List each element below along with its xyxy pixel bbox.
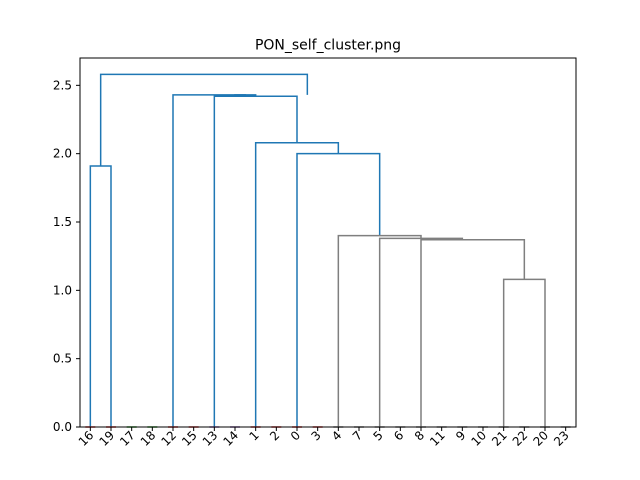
leaf-label-1: 19 [96, 428, 117, 449]
dendrogram-link-2 [172, 94, 247, 427]
dendrogram-link-0 [89, 165, 112, 427]
leaf-label-7: 14 [220, 428, 241, 449]
leaf-label-14: 5 [370, 428, 385, 443]
y-tick-label-2: 1.0 [53, 283, 72, 297]
x-axis: 16 19 17 18 12 15 13 14 1 2 0 3 4 7 5 6 8 11 9 10 21 22 20 23 [76, 427, 572, 449]
leaf-label-15: 6 [391, 428, 406, 443]
y-tick-label-4: 2.0 [53, 147, 72, 161]
leaf-label-18: 9 [453, 428, 468, 443]
leaf-label-4: 12 [158, 428, 179, 449]
leaf-label-23: 23 [551, 428, 572, 449]
dendrogram-link-9 [420, 239, 526, 427]
chart-title: PON_self_cluster.png [255, 38, 401, 54]
leaf-label-20: 21 [489, 428, 510, 449]
leaf-label-13: 7 [350, 428, 365, 443]
leaf-label-2: 17 [117, 428, 138, 449]
leaf-label-12: 4 [329, 428, 344, 443]
dendrogram-link-7 [337, 234, 422, 427]
dendrogram-link-5 [254, 141, 340, 427]
dendrogram-link-10 [502, 278, 546, 427]
y-tick-label-3: 1.5 [53, 215, 72, 229]
dendrogram-link-1 [99, 73, 309, 166]
leaf-label-22: 20 [530, 428, 551, 449]
y-tick-label-1: 0.5 [53, 352, 72, 366]
plot-frame [79, 57, 577, 428]
leaf-label-9: 2 [267, 428, 282, 443]
leaf-label-8: 1 [246, 428, 261, 443]
leaf-label-21: 22 [510, 428, 531, 449]
dendrogram-link-6 [296, 152, 381, 427]
y-tick-label-0: 0.0 [53, 420, 72, 434]
leaf-label-19: 10 [468, 428, 489, 449]
leaf-label-5: 15 [179, 428, 200, 449]
leaf-label-6: 13 [200, 428, 221, 449]
leaf-label-0: 16 [76, 428, 97, 449]
leaf-label-16: 8 [412, 428, 427, 443]
leaf-label-3: 18 [138, 428, 159, 449]
leaf-label-11: 3 [308, 428, 323, 443]
y-tick-label-5: 2.5 [53, 78, 72, 92]
leaf-label-10: 0 [288, 428, 303, 443]
dendrogram-links [89, 73, 546, 427]
y-axis: 0.0 0.5 1.0 1.5 2.0 2.5 [53, 78, 80, 434]
leaf-label-17: 11 [427, 428, 448, 449]
dendrogram-link-4 [213, 95, 298, 427]
